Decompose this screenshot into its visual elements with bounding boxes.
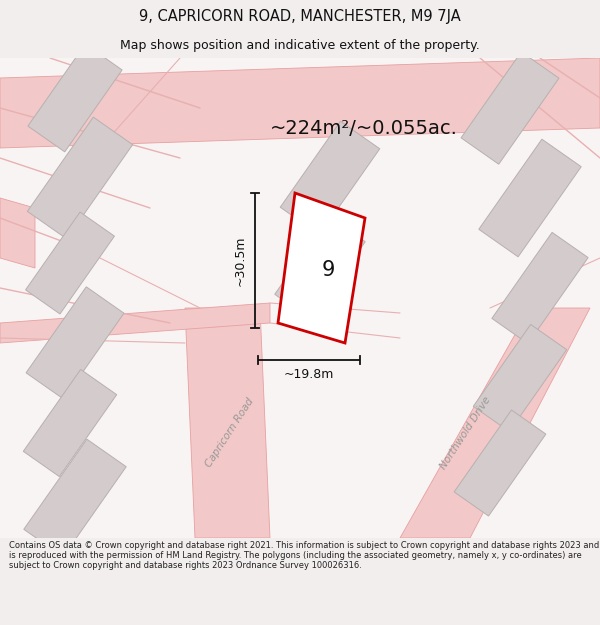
Polygon shape xyxy=(0,198,35,268)
Polygon shape xyxy=(280,121,380,235)
Polygon shape xyxy=(26,287,124,399)
Polygon shape xyxy=(185,308,270,538)
Text: ~19.8m: ~19.8m xyxy=(284,368,334,381)
Text: 9, CAPRICORN ROAD, MANCHESTER, M9 7JA: 9, CAPRICORN ROAD, MANCHESTER, M9 7JA xyxy=(139,9,461,24)
Polygon shape xyxy=(28,44,122,152)
Polygon shape xyxy=(400,308,590,538)
Polygon shape xyxy=(473,324,567,432)
Text: ~30.5m: ~30.5m xyxy=(234,235,247,286)
Polygon shape xyxy=(492,232,588,344)
Polygon shape xyxy=(0,58,600,538)
Text: 9: 9 xyxy=(322,260,335,280)
Polygon shape xyxy=(0,303,270,343)
Polygon shape xyxy=(479,139,581,257)
Text: Capricorn Road: Capricorn Road xyxy=(204,397,256,469)
Polygon shape xyxy=(278,193,365,343)
Polygon shape xyxy=(275,216,365,319)
Polygon shape xyxy=(0,58,600,148)
Text: Map shows position and indicative extent of the property.: Map shows position and indicative extent… xyxy=(120,39,480,52)
Polygon shape xyxy=(454,410,546,516)
Text: ~224m²/~0.055ac.: ~224m²/~0.055ac. xyxy=(270,119,458,138)
Text: Northwold Drive: Northwold Drive xyxy=(438,395,492,471)
Text: Contains OS data © Crown copyright and database right 2021. This information is : Contains OS data © Crown copyright and d… xyxy=(9,541,599,571)
Polygon shape xyxy=(28,117,133,239)
Polygon shape xyxy=(24,439,126,557)
Polygon shape xyxy=(26,212,115,314)
Polygon shape xyxy=(23,369,117,477)
Polygon shape xyxy=(461,52,559,164)
